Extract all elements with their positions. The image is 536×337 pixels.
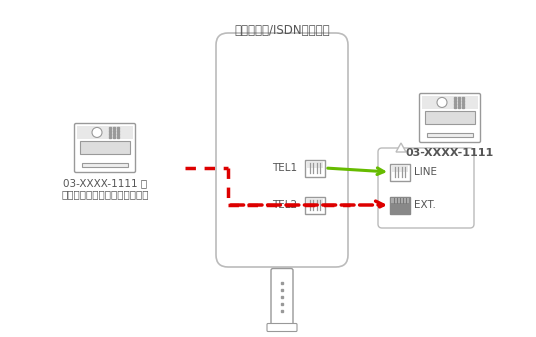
FancyBboxPatch shape xyxy=(271,269,293,328)
FancyBboxPatch shape xyxy=(267,324,297,332)
Circle shape xyxy=(437,97,447,108)
FancyBboxPatch shape xyxy=(390,163,410,181)
Bar xyxy=(425,111,475,124)
Bar xyxy=(307,197,323,205)
Circle shape xyxy=(92,127,102,137)
Text: 03-XXXX-1111 に: 03-XXXX-1111 に xyxy=(63,178,147,188)
FancyBboxPatch shape xyxy=(305,196,325,214)
FancyBboxPatch shape xyxy=(216,33,348,267)
Bar xyxy=(77,126,133,139)
FancyBboxPatch shape xyxy=(305,159,325,177)
Bar xyxy=(307,160,323,168)
Bar xyxy=(422,96,478,109)
Text: ファクス送信（契約電話番号）: ファクス送信（契約電話番号） xyxy=(61,189,149,199)
Bar xyxy=(390,196,410,214)
Text: EXT.: EXT. xyxy=(414,200,436,210)
Polygon shape xyxy=(396,143,406,152)
Text: 03-XXXX-1111: 03-XXXX-1111 xyxy=(406,148,494,158)
Bar xyxy=(392,164,408,172)
Text: LINE: LINE xyxy=(414,167,437,177)
Bar xyxy=(82,163,128,167)
Bar xyxy=(427,133,473,137)
FancyBboxPatch shape xyxy=(378,148,474,228)
Bar xyxy=(80,141,130,154)
Text: ひかり電話/ISDN対応機器: ひかり電話/ISDN対応機器 xyxy=(234,24,330,37)
FancyBboxPatch shape xyxy=(75,123,136,173)
FancyBboxPatch shape xyxy=(420,93,480,143)
Text: TEL2: TEL2 xyxy=(272,200,297,210)
Bar xyxy=(391,197,409,204)
Text: TEL1: TEL1 xyxy=(272,163,297,173)
